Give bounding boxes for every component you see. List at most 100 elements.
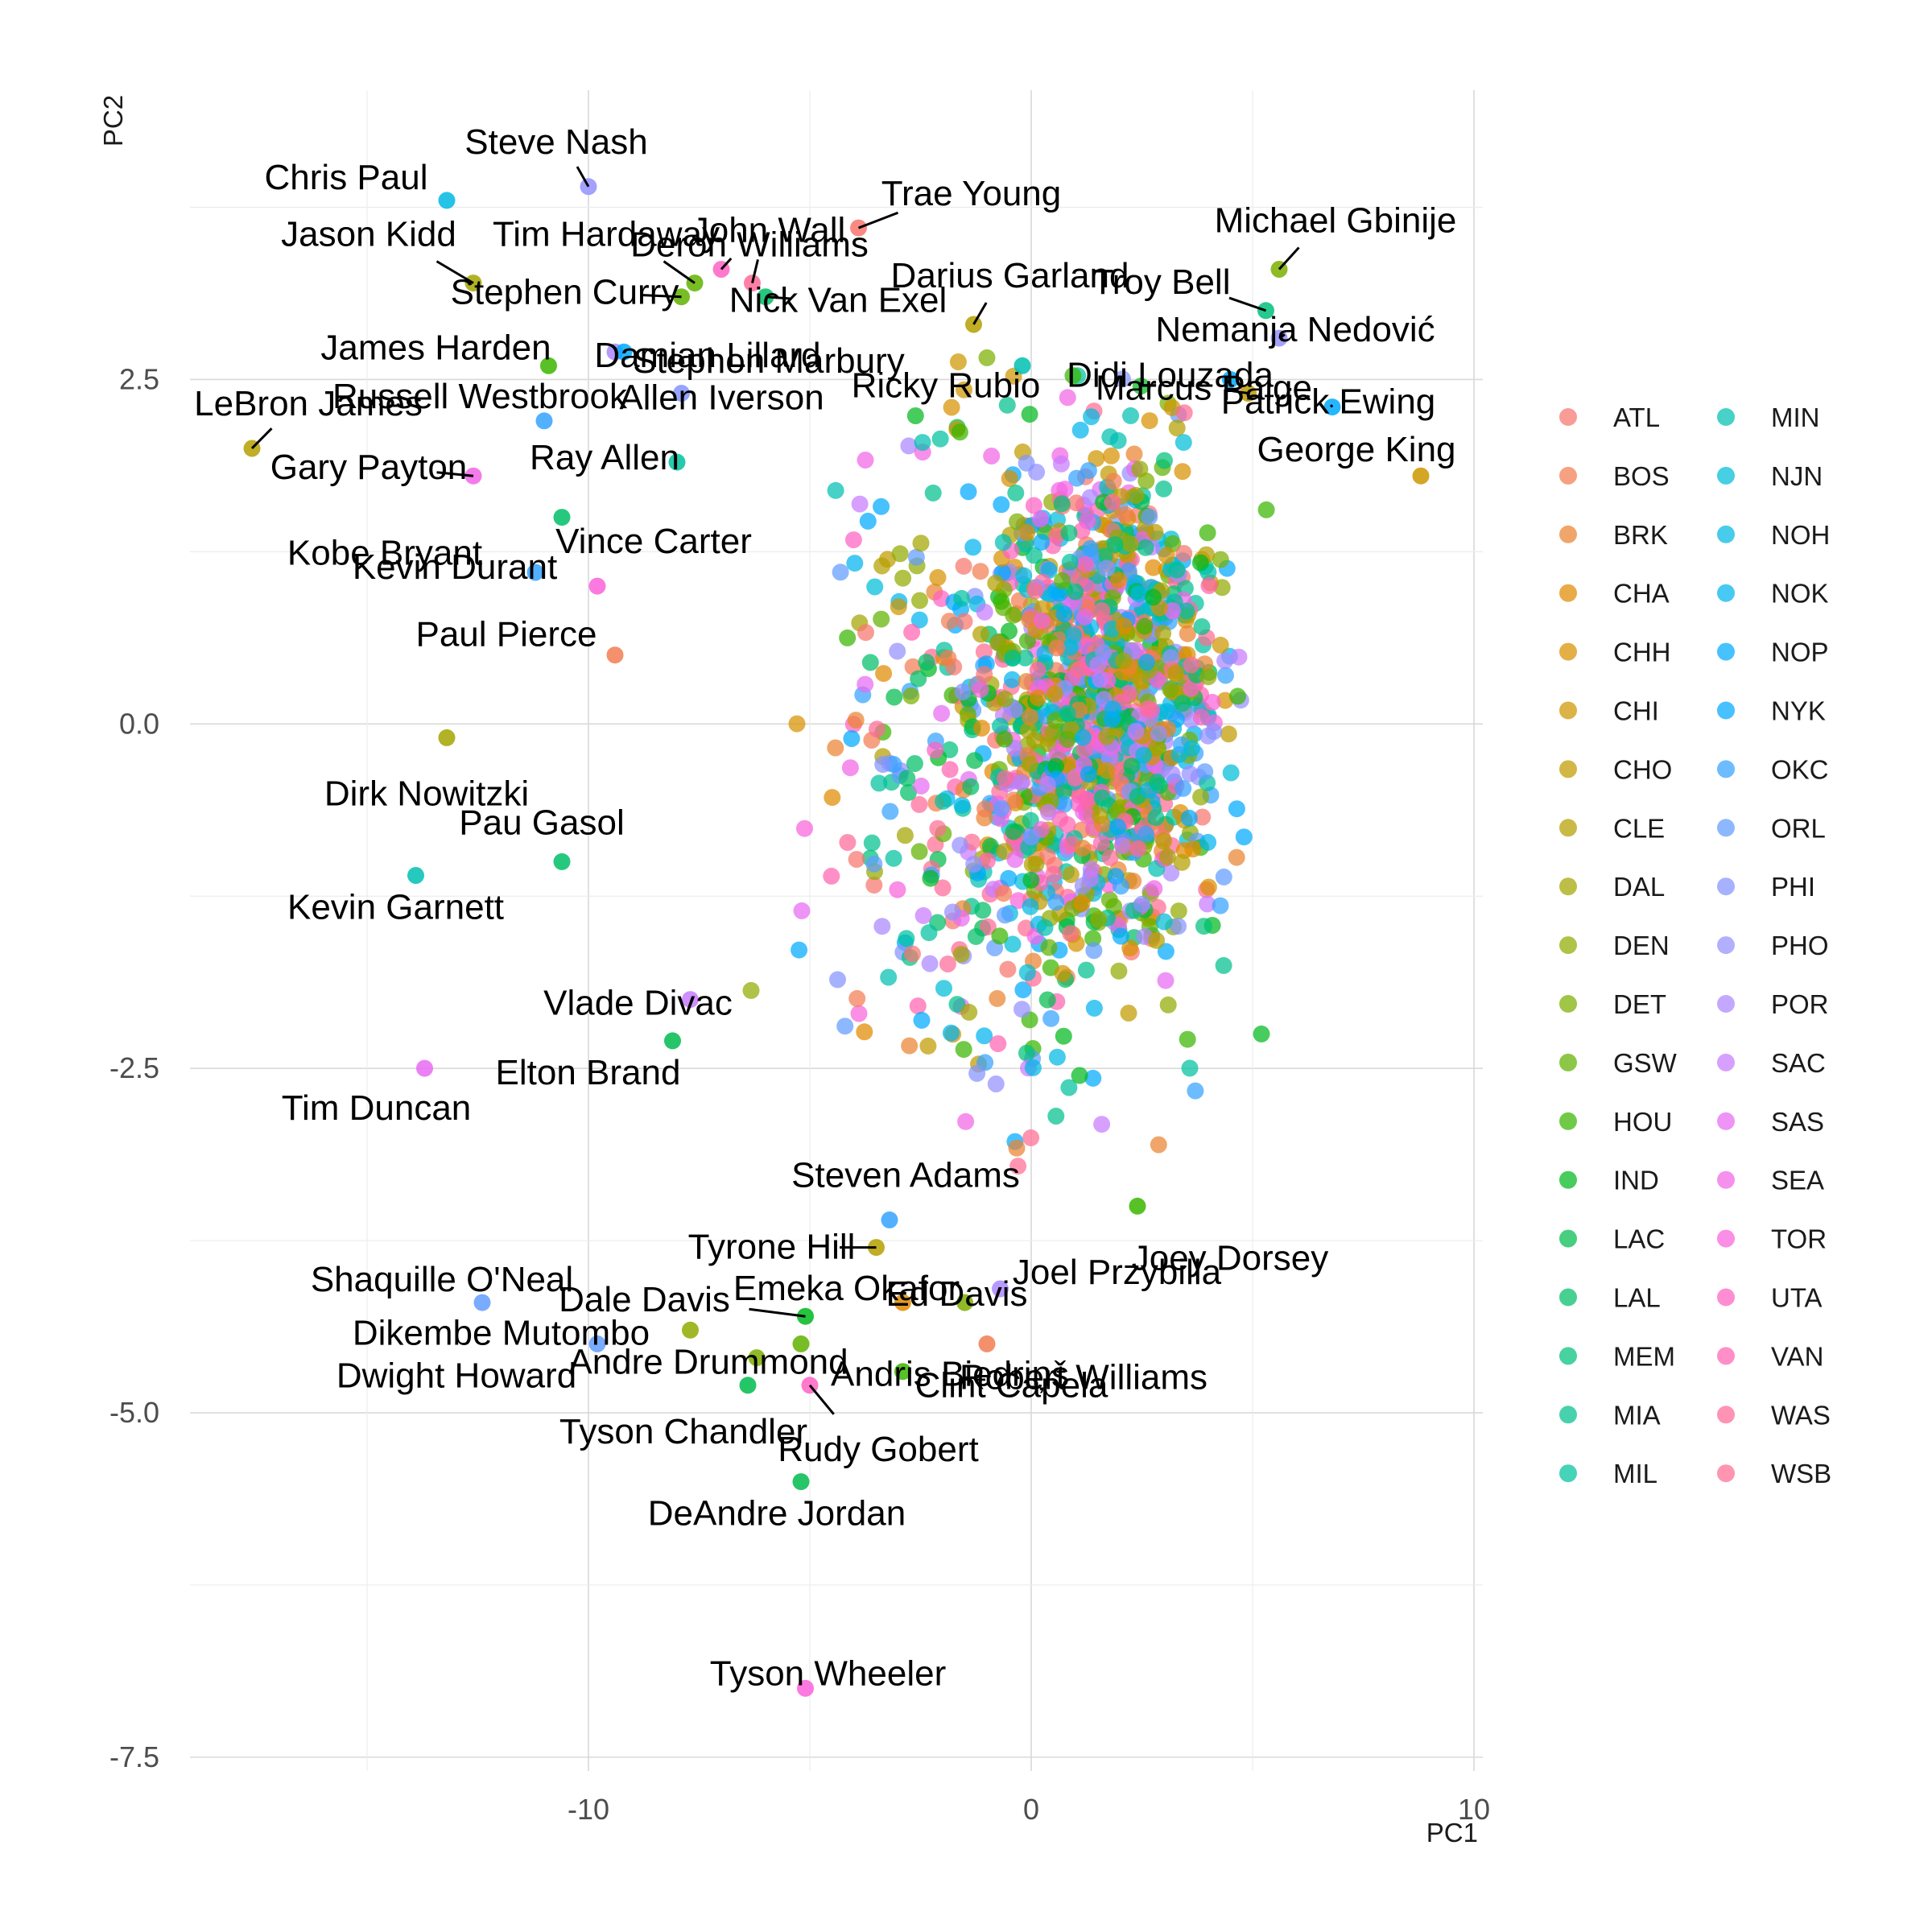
- data-point: [911, 592, 928, 609]
- data-point: [1155, 480, 1173, 497]
- point-label: Trae Young: [881, 174, 1061, 213]
- labeled-data-point: [1013, 357, 1031, 374]
- data-point: [1015, 567, 1033, 584]
- grid: [190, 90, 1483, 1771]
- data-point: [1195, 918, 1212, 935]
- label-leader-line: [436, 471, 474, 477]
- data-point: [1168, 561, 1186, 579]
- data-point: [851, 495, 869, 513]
- data-point: [1088, 450, 1105, 468]
- labeled-data-point: [992, 1280, 1009, 1298]
- data-point: [1149, 898, 1166, 916]
- data-point: [900, 437, 918, 455]
- data-point: [1004, 935, 1022, 953]
- data-point: [907, 548, 925, 566]
- data-point: [1174, 434, 1192, 452]
- legend-label: NYK: [1771, 696, 1826, 726]
- data-point: [1022, 1129, 1040, 1146]
- data-point: [885, 849, 902, 867]
- data-point: [870, 774, 888, 792]
- data-point: [873, 497, 890, 515]
- data-point: [1025, 497, 1042, 514]
- data-point: [1200, 577, 1218, 594]
- data-point: [1199, 895, 1216, 913]
- labeled-data-point: [956, 1294, 973, 1311]
- point-label: Robert Williams: [960, 1357, 1208, 1397]
- data-point: [865, 877, 883, 894]
- data-point: [972, 563, 989, 580]
- data-point: [943, 903, 961, 921]
- data-point: [844, 531, 862, 549]
- point-label: Ray Allen: [530, 438, 679, 477]
- labeled-data-point: [894, 1363, 911, 1381]
- label-leader-line: [1329, 404, 1334, 408]
- data-point: [1024, 1059, 1042, 1076]
- point-label: Kevin Garnett: [287, 888, 504, 927]
- data-point: [1215, 956, 1232, 974]
- legend-key: [1717, 1464, 1735, 1483]
- data-point: [869, 720, 886, 738]
- data-point: [1022, 828, 1040, 846]
- data-point: [913, 1011, 931, 1029]
- data-point: [955, 557, 972, 575]
- data-point: [1112, 927, 1129, 945]
- data-point: [1106, 536, 1124, 554]
- data-point: [1199, 833, 1217, 851]
- y-tick-label: -5.0: [109, 1396, 159, 1429]
- data-point: [1148, 774, 1166, 791]
- data-point: [1145, 588, 1162, 606]
- y-tick-label: -7.5: [109, 1740, 159, 1773]
- data-point: [1033, 534, 1051, 551]
- data-point: [881, 803, 899, 820]
- label-leader-line: [436, 260, 474, 284]
- data-point: [940, 613, 958, 630]
- data-point: [1155, 913, 1173, 931]
- labeled-data-point: [540, 357, 557, 374]
- data-point: [1077, 961, 1095, 979]
- legend-key: [1559, 1053, 1577, 1071]
- legend-label: DET: [1613, 989, 1666, 1019]
- data-point: [1021, 755, 1038, 773]
- data-point: [1036, 919, 1054, 936]
- x-axis-title: PC1: [1426, 1818, 1478, 1847]
- data-point: [848, 989, 866, 1007]
- point-label: Tim Duncan: [282, 1088, 472, 1128]
- data-point: [1179, 625, 1196, 642]
- point-label: Didi Louzada: [1067, 355, 1274, 394]
- data-point: [1162, 865, 1180, 881]
- data-point: [1000, 869, 1018, 887]
- point-label: George King: [1257, 430, 1455, 469]
- data-point: [1157, 972, 1174, 989]
- y-tick-label: 2.5: [119, 362, 159, 395]
- data-point: [861, 654, 879, 671]
- data-point: [912, 535, 930, 552]
- point-label: Deron Williams: [630, 225, 869, 265]
- data-point: [968, 1064, 986, 1082]
- data-point: [1098, 559, 1116, 577]
- legend-label: TOR: [1771, 1224, 1827, 1254]
- data-point: [1138, 654, 1155, 671]
- data-point: [1194, 808, 1212, 826]
- data-point: [967, 927, 985, 945]
- data-point: [1026, 582, 1044, 600]
- legend-label: NOK: [1771, 579, 1829, 609]
- data-point: [1170, 902, 1187, 920]
- data-point: [1092, 807, 1109, 824]
- data-point: [873, 557, 891, 575]
- point-label: Stephon Marbury: [633, 341, 905, 381]
- data-point: [873, 918, 891, 935]
- labeled-data-point: [682, 1321, 699, 1339]
- point-label: Vince Carter: [555, 522, 752, 561]
- data-point: [1018, 454, 1035, 472]
- data-point: [1020, 721, 1037, 739]
- y-tick-label: -2.5: [109, 1051, 159, 1084]
- data-point: [1008, 1139, 1026, 1157]
- data-point: [983, 448, 1001, 464]
- data-point: [1040, 939, 1058, 956]
- legend-key: [1717, 819, 1735, 837]
- data-point: [1064, 367, 1082, 385]
- data-point: [920, 924, 938, 942]
- labeled-data-point: [438, 729, 456, 746]
- data-point: [1056, 481, 1074, 498]
